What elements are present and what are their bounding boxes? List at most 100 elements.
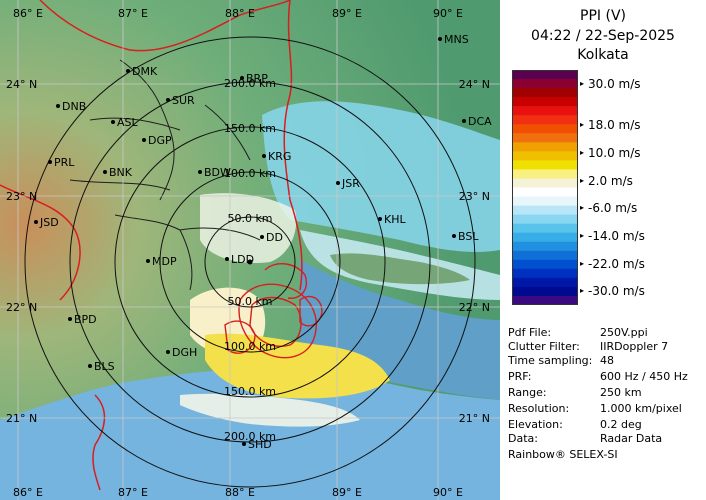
colorbar-tick-arrow: ▸	[580, 203, 585, 213]
range-ring	[24, 36, 476, 488]
echo-contours	[224, 263, 323, 359]
colorbar-swatch	[512, 142, 578, 152]
station-marker	[34, 220, 38, 224]
station-marker	[126, 69, 130, 73]
longitude-label-bottom: 89° E	[332, 486, 362, 499]
station-label: MDP	[152, 255, 177, 268]
echo-white-south	[180, 393, 360, 427]
resolution-key: Resolution:	[508, 402, 570, 415]
echo-green-patch	[330, 253, 470, 285]
colorbar-label: 18.0 m/s	[588, 118, 641, 133]
station-label: DGP	[148, 134, 172, 147]
district-boundaries	[69, 59, 261, 291]
resolution-value: 1.000 km/pixel	[600, 402, 682, 415]
station-marker	[88, 364, 92, 368]
colorbar-swatch	[512, 124, 578, 134]
station-label: DMK	[132, 65, 158, 78]
station-label: BPD	[74, 313, 97, 326]
colorbar-label: -30.0 m/s	[588, 284, 645, 299]
colorbar-label: -6.0 m/s	[588, 201, 638, 216]
station-marker	[103, 170, 107, 174]
station-label: ASL	[117, 116, 139, 129]
station-marker	[166, 98, 170, 102]
latitude-label-left: 23° N	[6, 190, 37, 203]
range-ring	[159, 171, 341, 353]
colorbar-tick-arrow: ▸	[580, 120, 585, 130]
prf-key: PRF:	[508, 370, 532, 383]
colorbar-swatch	[512, 223, 578, 234]
colorbar-swatch	[512, 268, 578, 279]
colorbar-swatch	[512, 178, 578, 188]
station-label: JSR	[341, 177, 360, 190]
station-marker	[225, 257, 229, 261]
colorbar-swatch	[512, 160, 578, 170]
colorbar-tick-arrow: ▸	[580, 258, 585, 268]
colorbar-swatch	[512, 214, 578, 225]
data-key: Data:	[508, 432, 538, 445]
station-marker	[336, 181, 340, 185]
station-label: SUR	[172, 94, 195, 107]
colorbar-swatch	[512, 196, 578, 207]
bay-of-bengal	[0, 367, 500, 500]
longitude-label-top: 87° E	[118, 7, 148, 20]
station-label: KHL	[384, 213, 406, 226]
station-marker	[166, 350, 170, 354]
latitude-label-right: 23° N	[459, 190, 490, 203]
colorbar-swatch	[512, 169, 578, 179]
station-label: SHD	[248, 438, 272, 451]
clutter-filter-value: IIRDoppler 7	[600, 340, 669, 353]
colorbar-swatch	[512, 277, 578, 288]
ring-label-north: 200.0 km	[224, 77, 276, 90]
longitude-label-bottom: 86° E	[13, 486, 43, 499]
station-marker	[242, 442, 246, 446]
station-marker	[142, 138, 146, 142]
longitude-label-top: 89° E	[332, 7, 362, 20]
colorbar-swatch	[512, 241, 578, 252]
colorbar-swatch	[512, 259, 578, 270]
latitude-label-left: 24° N	[6, 78, 37, 91]
station-marker	[198, 170, 202, 174]
border-west	[0, 184, 81, 301]
ring-label-south: 100.0 km	[224, 340, 276, 353]
station-marker	[378, 217, 382, 221]
colorbar-swatch	[512, 79, 578, 89]
colorbar-swatch	[512, 205, 578, 216]
range-rings	[24, 36, 476, 488]
echo-cyan-north	[262, 101, 500, 252]
range-ring	[69, 81, 431, 443]
range-key: Range:	[508, 386, 547, 399]
pdf-file-key: Pdf File:	[508, 326, 552, 339]
station-marker	[111, 120, 115, 124]
station-marker	[262, 154, 266, 158]
station-label: BLS	[94, 360, 115, 373]
credit-line: Rainbow® SELEX-SI	[508, 448, 618, 461]
range-ring	[114, 126, 386, 398]
station-label: BSL	[458, 230, 479, 243]
station-label: DGH	[172, 346, 197, 359]
colorbar-label: 30.0 m/s	[588, 76, 641, 91]
station-marker	[462, 119, 466, 123]
colorbar-label: -14.0 m/s	[588, 228, 645, 243]
colorbar-swatch	[512, 115, 578, 125]
station-marker	[240, 76, 244, 80]
colorbar-label: 2.0 m/s	[588, 173, 633, 188]
station-label: DCA	[468, 115, 492, 128]
latitude-label-left: 22° N	[6, 301, 37, 314]
elevation-key: Elevation:	[508, 418, 563, 431]
colorbar-tick-arrow: ▸	[580, 147, 585, 157]
longitude-label-top: 86° E	[13, 7, 43, 20]
station-label: BRP	[246, 72, 268, 85]
radar-site-marker	[247, 259, 253, 265]
timestamp: 04:22 / 22-Sep-2025	[531, 28, 675, 44]
station-label: JSD	[39, 216, 59, 229]
colorbar-swatch	[512, 70, 578, 80]
station-label: MNS	[444, 33, 469, 46]
coastline-west	[92, 394, 106, 491]
colorbar-tick-arrow: ▸	[580, 230, 585, 240]
colorbar-tick-arrow: ▸	[580, 78, 585, 88]
colorbar-swatch	[512, 133, 578, 143]
clutter-filter-key: Clutter Filter:	[508, 340, 580, 353]
pdf-file-value: 250V.ppi	[600, 326, 648, 339]
station-label: BNK	[109, 166, 133, 179]
